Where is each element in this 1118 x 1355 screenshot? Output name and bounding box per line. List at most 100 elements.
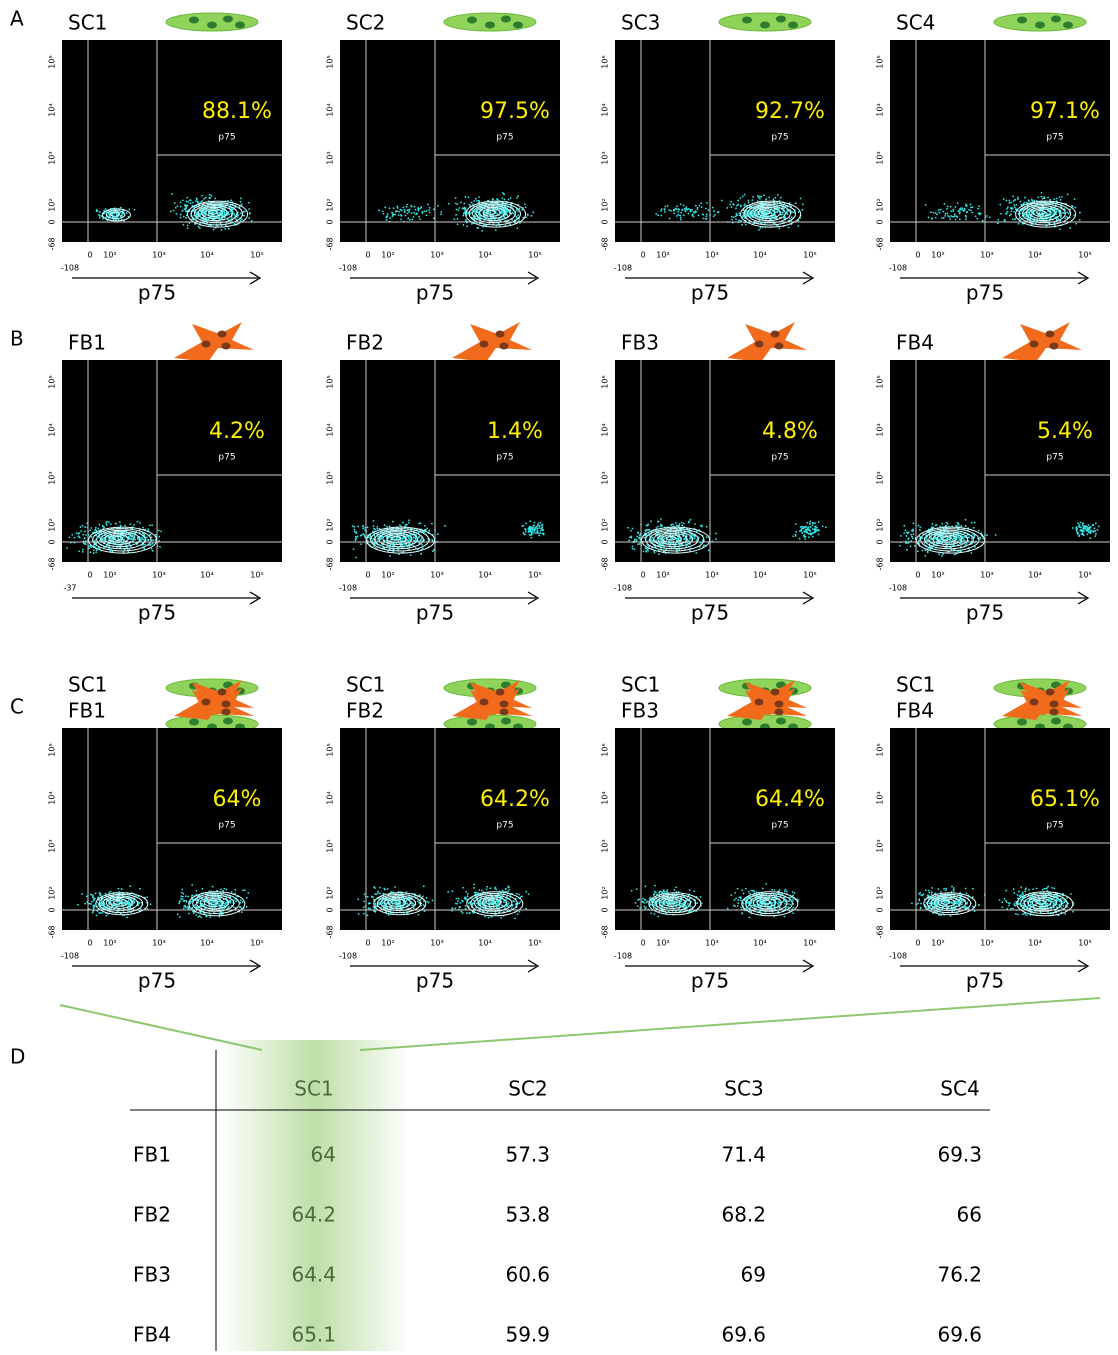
dot — [812, 524, 814, 526]
nucleus — [467, 17, 477, 24]
dot — [803, 534, 805, 536]
dot — [694, 523, 696, 525]
axis-label: p75 — [416, 281, 454, 305]
dot — [188, 913, 190, 915]
dot — [539, 532, 541, 534]
dot — [413, 206, 415, 208]
dot — [77, 904, 79, 906]
panel-letter: C — [10, 695, 24, 719]
nucleus — [496, 331, 505, 338]
dot — [1077, 532, 1079, 534]
dot — [538, 527, 540, 529]
dot — [1010, 210, 1012, 212]
dot — [376, 526, 378, 528]
dot — [394, 214, 396, 216]
dot — [196, 890, 198, 892]
dot — [220, 902, 222, 904]
y-tick-label: 0 — [876, 539, 885, 544]
dot — [478, 196, 480, 198]
gate-percent: 97.5% — [480, 99, 550, 124]
dot — [470, 213, 472, 215]
dot — [198, 226, 200, 228]
dot — [1014, 199, 1016, 201]
dot — [134, 535, 136, 537]
dot — [455, 209, 457, 211]
x-tick-label: 10² — [381, 251, 394, 260]
dot — [986, 215, 988, 217]
dot — [944, 215, 946, 217]
dot — [103, 526, 105, 528]
dot — [1041, 196, 1043, 198]
dot — [534, 527, 536, 529]
dot — [1031, 211, 1033, 213]
dot — [146, 539, 148, 541]
dot — [183, 216, 185, 218]
dot — [462, 208, 464, 210]
dot — [632, 528, 634, 530]
dot — [407, 217, 409, 219]
dot — [239, 906, 241, 908]
x-tick-label: 10² — [381, 571, 394, 580]
x-tick-label: 0 — [365, 571, 370, 580]
dot — [966, 212, 968, 214]
dot — [663, 537, 665, 539]
dot — [241, 218, 243, 220]
dot — [661, 208, 663, 210]
y-tick-label: 10² — [326, 518, 335, 531]
dot — [692, 216, 694, 218]
dot — [455, 202, 457, 204]
dot — [249, 212, 251, 214]
dot — [693, 538, 695, 540]
nucleus — [218, 689, 227, 696]
flow-plot: SC1FB164%p7510⁵10⁴10³10²0-68-108010²10³1… — [48, 673, 283, 993]
dot — [463, 203, 465, 205]
dot — [1071, 205, 1073, 207]
dot — [795, 523, 797, 525]
dot — [683, 205, 685, 207]
gate-label: p75 — [218, 453, 235, 463]
x-tick-label: 10⁵ — [803, 571, 816, 580]
dot — [797, 225, 799, 227]
dot — [181, 892, 183, 894]
dot — [481, 230, 483, 232]
dot — [475, 198, 477, 200]
dot — [543, 533, 545, 535]
dot — [1014, 206, 1016, 208]
dot — [908, 531, 910, 533]
dot — [1093, 531, 1095, 533]
dot — [1067, 193, 1069, 195]
dot — [650, 539, 652, 541]
dot — [959, 213, 961, 215]
dot — [91, 901, 93, 903]
dot — [997, 222, 999, 224]
dot — [102, 525, 104, 527]
dot — [795, 535, 797, 537]
dot — [222, 890, 224, 892]
dot — [905, 530, 907, 532]
nucleus — [223, 16, 233, 23]
dot — [1041, 192, 1043, 194]
dot — [680, 203, 682, 205]
dot — [183, 900, 185, 902]
nucleus — [775, 343, 784, 350]
dot — [360, 543, 362, 545]
dot — [668, 209, 670, 211]
dot — [813, 522, 815, 524]
dot — [787, 213, 789, 215]
dot — [713, 210, 715, 212]
dot — [209, 194, 211, 196]
dot — [968, 209, 970, 211]
dot — [98, 912, 100, 914]
dot — [907, 538, 909, 540]
dot — [914, 545, 916, 547]
dot — [941, 555, 943, 557]
dot — [138, 903, 140, 905]
dot — [632, 546, 634, 548]
dot — [185, 207, 187, 209]
dot — [410, 554, 412, 556]
gate-percent: 92.7% — [755, 99, 825, 124]
dot — [170, 210, 172, 212]
dot — [1085, 526, 1087, 528]
dot — [81, 893, 83, 895]
